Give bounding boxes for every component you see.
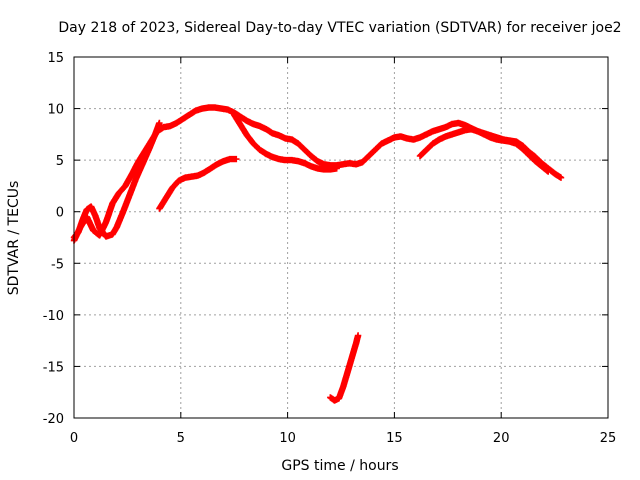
series-markers (416, 126, 552, 175)
x-axis-label: GPS time / hours (281, 458, 398, 474)
series-markers (327, 332, 362, 404)
plot-frame (73, 56, 609, 419)
series-track-lower-branch (70, 119, 163, 241)
series-markers (156, 155, 240, 212)
axes: 0 5 10 15 20 25 -20 -15 -10 -5 0 5 10 15 (43, 51, 617, 446)
y-tick-label: -20 (43, 412, 64, 427)
grid-lines (74, 57, 608, 418)
y-tick-label: 0 (56, 206, 64, 221)
data-series (70, 104, 565, 404)
chart-title: Day 218 of 2023, Sidereal Day-to-day VTE… (58, 20, 621, 36)
series-markers (70, 104, 565, 244)
y-tick-label: 5 (56, 154, 64, 169)
series-track-afternoon-branch (416, 126, 552, 175)
series-track-main-upper (70, 104, 565, 244)
x-tick-label: 15 (386, 431, 403, 446)
y-tick-label: 10 (47, 103, 64, 118)
y-tick-label: -5 (51, 257, 64, 272)
x-tick-label: 25 (600, 431, 617, 446)
series-markers (231, 111, 340, 173)
x-tick-label: 0 (70, 431, 78, 446)
x-tick-label: 10 (279, 431, 296, 446)
x-tick-label: 20 (493, 431, 510, 446)
x-tick-label: 5 (177, 431, 185, 446)
y-tick-label: 15 (47, 51, 64, 66)
y-tick-label: -15 (43, 360, 64, 375)
y-axis-label: SDTVAR / TECUs (6, 181, 22, 296)
series-track-descending-branch (231, 111, 340, 173)
y-tick-label: -10 (43, 309, 64, 324)
series-markers (70, 119, 163, 241)
series-track-outlier-segment (327, 332, 362, 404)
series-track-middle-branch (156, 155, 240, 212)
